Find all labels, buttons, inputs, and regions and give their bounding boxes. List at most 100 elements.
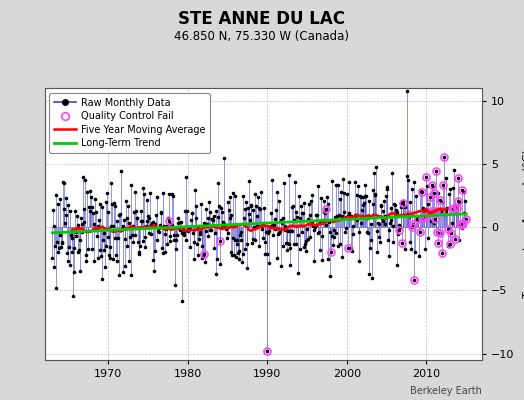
Point: [278, 220, 286, 226]
Point: [136, 243, 144, 249]
Point: [210, 244, 218, 251]
Point: [316, 218, 324, 224]
Point: [318, 257, 326, 264]
Point: [286, 262, 294, 268]
Point: [140, 234, 149, 240]
Point: [361, 181, 369, 188]
Point: [350, 214, 358, 220]
Point: [406, 199, 414, 205]
Point: [84, 227, 92, 234]
Point: [158, 245, 166, 252]
Point: [323, 194, 331, 200]
Point: [78, 228, 86, 235]
Point: [313, 182, 322, 189]
Point: [206, 209, 214, 215]
Point: [205, 199, 213, 205]
Point: [382, 193, 390, 200]
Point: [88, 246, 96, 252]
Point: [412, 193, 421, 199]
Point: [341, 225, 350, 232]
Point: [234, 250, 242, 256]
Point: [447, 205, 456, 212]
Point: [427, 218, 435, 224]
Point: [185, 244, 194, 251]
Point: [274, 231, 282, 237]
Point: [239, 251, 248, 258]
Point: [162, 226, 170, 232]
Point: [97, 252, 105, 259]
Point: [228, 252, 236, 258]
Point: [90, 221, 98, 227]
Point: [235, 248, 243, 254]
Point: [235, 256, 244, 262]
Point: [408, 224, 416, 230]
Point: [363, 228, 372, 235]
Point: [97, 276, 106, 282]
Point: [435, 208, 443, 215]
Point: [76, 237, 84, 244]
Point: [165, 217, 173, 224]
Point: [155, 224, 163, 231]
Point: [60, 179, 68, 186]
Point: [198, 255, 206, 262]
Point: [419, 205, 427, 211]
Point: [108, 201, 116, 207]
Point: [440, 154, 448, 160]
Point: [243, 264, 252, 271]
Point: [378, 215, 386, 222]
Point: [345, 210, 353, 216]
Point: [114, 235, 122, 242]
Point: [111, 203, 119, 210]
Point: [340, 190, 348, 196]
Point: [337, 189, 345, 196]
Point: [127, 272, 136, 278]
Point: [56, 232, 64, 238]
Point: [442, 208, 451, 214]
Point: [86, 188, 94, 194]
Point: [70, 244, 79, 251]
Point: [216, 260, 224, 267]
Point: [400, 203, 408, 209]
Point: [364, 230, 372, 236]
Point: [138, 218, 146, 224]
Point: [107, 223, 116, 230]
Point: [128, 232, 136, 239]
Point: [95, 246, 104, 253]
Point: [302, 238, 311, 244]
Point: [116, 167, 125, 174]
Point: [328, 178, 336, 184]
Point: [141, 244, 149, 250]
Point: [453, 205, 461, 211]
Point: [63, 250, 71, 257]
Point: [413, 214, 421, 221]
Point: [133, 215, 141, 221]
Point: [107, 180, 115, 186]
Point: [143, 218, 151, 224]
Point: [198, 242, 206, 249]
Point: [308, 220, 316, 226]
Point: [430, 190, 438, 196]
Point: [399, 200, 407, 207]
Point: [341, 229, 349, 235]
Point: [121, 263, 129, 269]
Point: [246, 217, 254, 223]
Point: [217, 205, 225, 212]
Point: [63, 202, 72, 208]
Point: [383, 184, 391, 190]
Point: [81, 177, 89, 184]
Point: [295, 192, 303, 199]
Point: [232, 254, 241, 260]
Point: [406, 239, 414, 245]
Point: [288, 203, 296, 210]
Point: [105, 244, 114, 250]
Point: [196, 231, 204, 238]
Point: [367, 221, 376, 227]
Point: [409, 221, 417, 227]
Point: [376, 238, 384, 245]
Point: [416, 186, 424, 193]
Text: STE ANNE DU LAC: STE ANNE DU LAC: [179, 10, 345, 28]
Point: [395, 227, 403, 234]
Point: [268, 231, 277, 238]
Point: [211, 230, 219, 236]
Point: [415, 253, 423, 259]
